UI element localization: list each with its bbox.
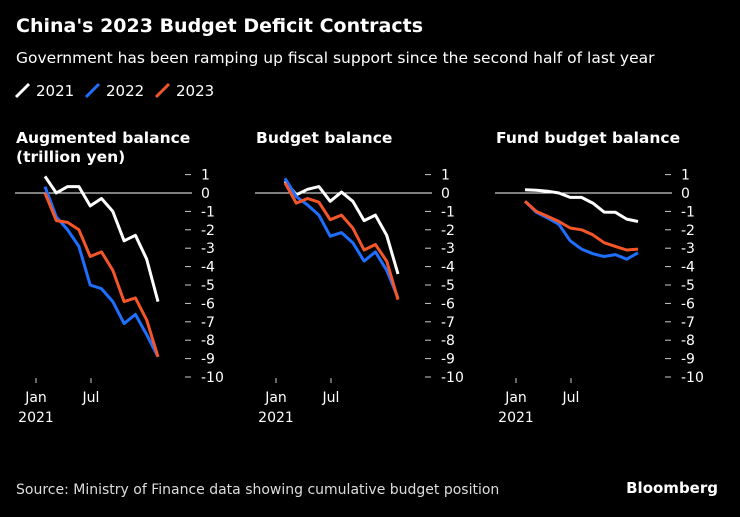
series-line-2022 — [45, 187, 158, 357]
y-tick-label: 0 — [201, 186, 210, 202]
y-tick-label: -4 — [201, 260, 215, 276]
y-tick-label: -8 — [681, 333, 695, 349]
series-2023 — [45, 193, 158, 357]
legend-item-2023: 2023 — [156, 82, 214, 100]
panel-3: Fund budget balance 1 0 -1 -2 -3 -4 -5 -6 -7 -8 -9 -… — [495, 129, 704, 426]
chart-title: China's 2023 Budget Deficit Contracts — [16, 15, 423, 37]
series-2021 — [45, 176, 158, 301]
series-line-2023 — [285, 183, 398, 300]
y-tick-label: -10 — [201, 370, 224, 386]
y-tick-label: -10 — [681, 370, 704, 386]
y-tick-label: -1 — [681, 204, 695, 220]
legend-swatch — [156, 84, 169, 97]
y-tick-label: -3 — [201, 241, 215, 257]
x-tick-label: Jul — [562, 390, 580, 406]
y-tick-label: -4 — [681, 260, 695, 276]
legend-swatch — [16, 84, 29, 97]
y-tick-label: -2 — [201, 223, 215, 239]
y-tick-label: 0 — [681, 186, 690, 202]
y-tick-label: 0 — [441, 186, 450, 202]
y-tick-label: -5 — [681, 278, 695, 294]
series-2023 — [525, 201, 638, 250]
legend: 2021 2022 2023 — [16, 82, 214, 100]
x-tick-label: Jul — [322, 390, 340, 406]
legend-label: 2021 — [36, 82, 74, 100]
x-tick-label: Jan — [24, 390, 47, 406]
y-tick-label: -4 — [441, 260, 455, 276]
panel-title: Budget balance — [256, 129, 392, 147]
bloomberg-logo: Bloomberg — [626, 479, 718, 497]
legend-label: 2023 — [176, 82, 214, 100]
legend-item-2022: 2022 — [86, 82, 144, 100]
y-tick-label: -2 — [441, 223, 455, 239]
series-line-2022 — [285, 178, 398, 298]
series-2022 — [45, 187, 158, 357]
y-tick-label: -6 — [681, 296, 695, 312]
y-tick-label: -10 — [441, 370, 464, 386]
legend-swatch — [86, 84, 99, 97]
y-tick-label: -7 — [201, 315, 215, 331]
series-2023 — [285, 183, 398, 300]
panel-title: Fund budget balance — [496, 129, 680, 147]
x-tick-sublabel: 2021 — [258, 410, 294, 426]
x-tick-label: Jul — [82, 390, 100, 406]
y-tick-label: 1 — [441, 168, 450, 184]
y-tick-label: -9 — [681, 352, 695, 368]
y-tick-label: -9 — [201, 352, 215, 368]
y-tick-label: -5 — [201, 278, 215, 294]
legend-item-2021: 2021 — [16, 82, 74, 100]
panel-2: Budget balance 1 0 -1 -2 -3 -4 -5 -6 -7 -8 -9 -10 Jan… — [255, 129, 464, 426]
chart-subtitle: Government has been ramping up fiscal su… — [16, 49, 655, 67]
y-tick-label: -7 — [441, 315, 455, 331]
y-tick-label: -1 — [441, 204, 455, 220]
y-tick-label: -5 — [441, 278, 455, 294]
y-tick-label: 1 — [681, 168, 690, 184]
y-tick-label: 1 — [201, 168, 210, 184]
y-tick-label: -2 — [681, 223, 695, 239]
source-note: Source: Ministry of Finance data showing… — [16, 482, 499, 498]
x-tick-sublabel: 2021 — [498, 410, 534, 426]
y-tick-label: -3 — [681, 241, 695, 257]
y-tick-label: -8 — [441, 333, 455, 349]
y-tick-label: -7 — [681, 315, 695, 331]
series-line-2023 — [525, 201, 638, 250]
y-tick-label: -9 — [441, 352, 455, 368]
series-line-2021 — [45, 176, 158, 301]
series-line-2023 — [45, 193, 158, 357]
legend-label: 2022 — [106, 82, 144, 100]
x-tick-label: Jan — [264, 390, 287, 406]
y-tick-label: -6 — [441, 296, 455, 312]
panel-1: Augmented balance(trillion yen) 1 0 -1 -2 -3 -… — [15, 129, 224, 426]
y-tick-label: -3 — [441, 241, 455, 257]
x-tick-sublabel: 2021 — [18, 410, 54, 426]
y-tick-label: -6 — [201, 296, 215, 312]
panel-unit-label: (trillion yen) — [16, 148, 125, 166]
y-tick-label: -8 — [201, 333, 215, 349]
series-2022 — [285, 178, 398, 298]
x-tick-label: Jan — [504, 390, 527, 406]
y-tick-label: -1 — [201, 204, 215, 220]
panel-title: Augmented balance — [16, 129, 190, 147]
